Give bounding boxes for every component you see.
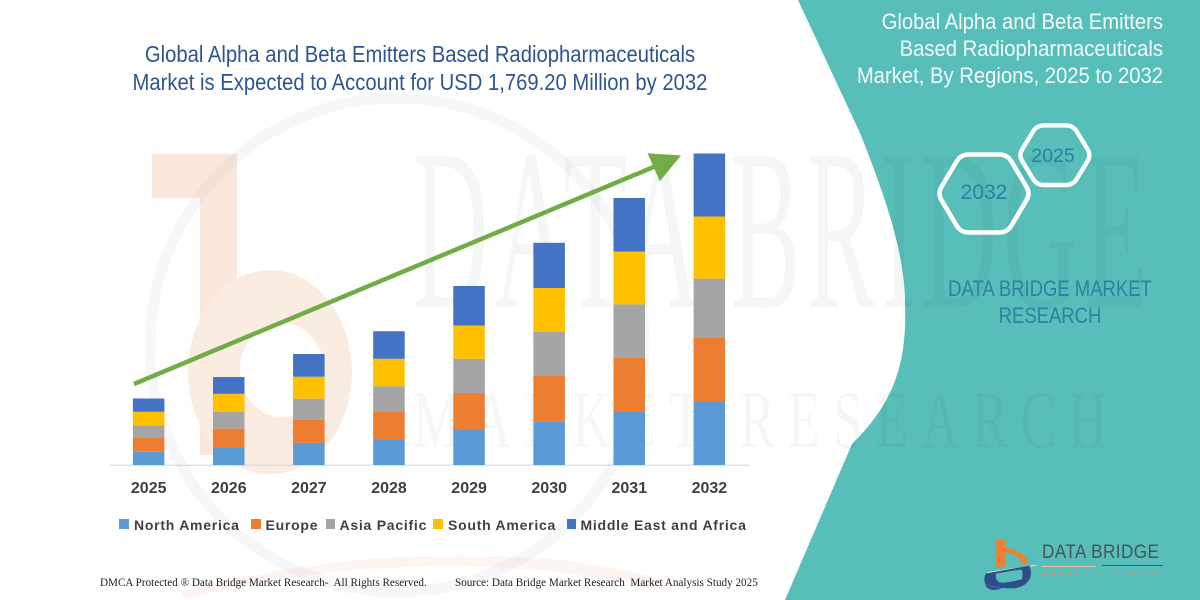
svg-text:MARKET RESEARCH: MARKET RESEARCH — [413, 374, 1120, 465]
